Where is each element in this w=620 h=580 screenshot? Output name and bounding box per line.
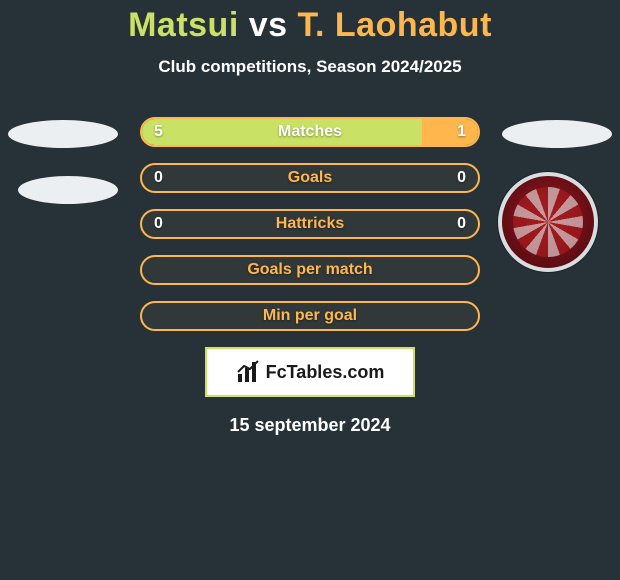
brand-text: FcTables.com bbox=[266, 362, 385, 383]
stat-value-right: 0 bbox=[457, 215, 466, 233]
stat-label: Goals per match bbox=[247, 261, 372, 279]
stat-bars-container: 5 Matches 1 0 Goals 0 0 Hattricks 0 Goals per mat… bbox=[0, 117, 620, 331]
stat-label: Min per goal bbox=[263, 307, 357, 325]
vs-separator: vs bbox=[249, 6, 288, 44]
stat-value-left: 0 bbox=[154, 215, 163, 233]
comparison-title: Matsui vs T. Laohabut bbox=[0, 0, 620, 45]
stat-bar-fill-right bbox=[422, 119, 478, 145]
stat-label: Goals bbox=[288, 169, 332, 187]
stat-value-left: 0 bbox=[154, 169, 163, 187]
stat-bar-row: 0 Goals 0 bbox=[140, 163, 480, 193]
brand-badge: FcTables.com bbox=[205, 347, 415, 397]
stat-bar-row: Min per goal bbox=[140, 301, 480, 331]
stat-label: Matches bbox=[278, 123, 342, 141]
stat-value-right: 0 bbox=[457, 169, 466, 187]
stat-value-left: 5 bbox=[154, 123, 163, 141]
bar-chart-icon bbox=[236, 360, 260, 384]
stat-bar-row: 0 Hattricks 0 bbox=[140, 209, 480, 239]
player-a-name: Matsui bbox=[128, 6, 239, 44]
stat-label: Hattricks bbox=[276, 215, 344, 233]
stat-bar-row: 5 Matches 1 bbox=[140, 117, 480, 147]
stat-value-right: 1 bbox=[457, 123, 466, 141]
date-label: 15 september 2024 bbox=[0, 415, 620, 436]
player-b-name: T. Laohabut bbox=[298, 6, 492, 44]
season-subtitle: Club competitions, Season 2024/2025 bbox=[0, 57, 620, 77]
stat-bar-row: Goals per match bbox=[140, 255, 480, 285]
